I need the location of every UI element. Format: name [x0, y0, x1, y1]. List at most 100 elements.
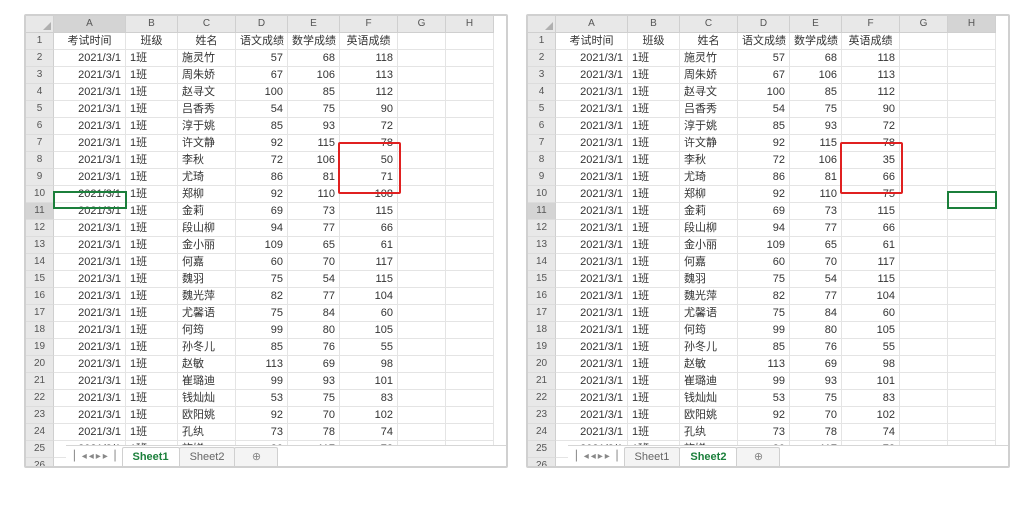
- cell[interactable]: [900, 339, 948, 356]
- cell[interactable]: 许文静: [178, 135, 236, 152]
- cell[interactable]: 75: [236, 305, 288, 322]
- cell[interactable]: [446, 67, 494, 84]
- row-header[interactable]: 8: [26, 152, 54, 169]
- cell[interactable]: [900, 135, 948, 152]
- cell[interactable]: 孔纨: [680, 424, 738, 441]
- cell[interactable]: 77: [790, 220, 842, 237]
- cell[interactable]: 魏羽: [680, 271, 738, 288]
- cell[interactable]: 115: [340, 271, 398, 288]
- cell[interactable]: 1班: [126, 101, 178, 118]
- cell[interactable]: 92: [738, 186, 790, 203]
- cell[interactable]: 魏光萍: [680, 288, 738, 305]
- cell[interactable]: 魏羽: [178, 271, 236, 288]
- tab-nav-button[interactable]: ▸: [598, 448, 603, 466]
- cell[interactable]: 赵敏: [178, 356, 236, 373]
- cell[interactable]: [948, 254, 996, 271]
- cell[interactable]: 1班: [126, 84, 178, 101]
- cell[interactable]: 2021/3/1: [54, 356, 126, 373]
- row-header[interactable]: 17: [26, 305, 54, 322]
- row-header[interactable]: 26: [528, 458, 556, 468]
- row-header[interactable]: 25: [528, 441, 556, 458]
- cell[interactable]: [948, 203, 996, 220]
- cell[interactable]: 92: [236, 135, 288, 152]
- tab-nav-button[interactable]: ▏◂: [74, 448, 87, 466]
- cell[interactable]: 72: [340, 118, 398, 135]
- row-header[interactable]: 7: [26, 135, 54, 152]
- cell[interactable]: 72: [738, 152, 790, 169]
- cell[interactable]: [900, 84, 948, 101]
- col-header-B[interactable]: B: [126, 16, 178, 33]
- cell[interactable]: 班级: [126, 33, 178, 50]
- col-header-G[interactable]: G: [398, 16, 446, 33]
- cell[interactable]: 82: [236, 288, 288, 305]
- cell[interactable]: 2021/3/1: [556, 254, 628, 271]
- new-sheet-button[interactable]: ⊕: [736, 447, 780, 466]
- row-header[interactable]: 20: [528, 356, 556, 373]
- cell[interactable]: 65: [790, 237, 842, 254]
- cell[interactable]: [398, 271, 446, 288]
- cell[interactable]: 何嘉: [680, 254, 738, 271]
- cell[interactable]: [446, 390, 494, 407]
- cell[interactable]: 1班: [126, 50, 178, 67]
- row-header[interactable]: 2: [528, 50, 556, 67]
- cell[interactable]: 94: [236, 220, 288, 237]
- cell[interactable]: 金小丽: [680, 237, 738, 254]
- row-header[interactable]: 17: [528, 305, 556, 322]
- cell[interactable]: 1班: [628, 305, 680, 322]
- cell[interactable]: 92: [236, 407, 288, 424]
- cell[interactable]: [446, 203, 494, 220]
- cell[interactable]: 1班: [628, 50, 680, 67]
- cell[interactable]: 69: [738, 203, 790, 220]
- cell[interactable]: [398, 305, 446, 322]
- cell[interactable]: [446, 339, 494, 356]
- cell[interactable]: 2021/3/1: [556, 135, 628, 152]
- cell[interactable]: 金莉: [178, 203, 236, 220]
- cell[interactable]: [948, 322, 996, 339]
- row-header[interactable]: 16: [26, 288, 54, 305]
- cell[interactable]: 1班: [126, 254, 178, 271]
- cell[interactable]: 赵寻文: [178, 84, 236, 101]
- cell[interactable]: [446, 254, 494, 271]
- cell[interactable]: 57: [738, 50, 790, 67]
- row-header[interactable]: 21: [26, 373, 54, 390]
- cell[interactable]: [948, 288, 996, 305]
- cell[interactable]: 欧阳姚: [680, 407, 738, 424]
- cell[interactable]: 段山柳: [178, 220, 236, 237]
- cell[interactable]: 1班: [126, 220, 178, 237]
- cell[interactable]: 60: [236, 254, 288, 271]
- cell[interactable]: 班级: [628, 33, 680, 50]
- cell[interactable]: 69: [236, 203, 288, 220]
- cell[interactable]: 106: [288, 152, 340, 169]
- cell[interactable]: [948, 424, 996, 441]
- cell[interactable]: 73: [236, 424, 288, 441]
- row-header[interactable]: 6: [26, 118, 54, 135]
- cell[interactable]: 魏光萍: [178, 288, 236, 305]
- cell[interactable]: 2021/3/1: [556, 271, 628, 288]
- cell[interactable]: 李秋: [178, 152, 236, 169]
- cell[interactable]: 61: [340, 237, 398, 254]
- cell[interactable]: [900, 424, 948, 441]
- cell[interactable]: 61: [842, 237, 900, 254]
- cell[interactable]: 78: [842, 135, 900, 152]
- cell[interactable]: [446, 84, 494, 101]
- cell[interactable]: 35: [842, 152, 900, 169]
- row-header[interactable]: 9: [528, 169, 556, 186]
- cell[interactable]: 赵寻文: [680, 84, 738, 101]
- cell[interactable]: 1班: [126, 135, 178, 152]
- cell[interactable]: 2021/3/1: [54, 50, 126, 67]
- cell[interactable]: [398, 118, 446, 135]
- cell[interactable]: 许文静: [680, 135, 738, 152]
- new-sheet-button[interactable]: ⊕: [234, 447, 278, 466]
- cell[interactable]: 2021/3/1: [556, 373, 628, 390]
- cell[interactable]: 欧阳姚: [178, 407, 236, 424]
- cell[interactable]: [900, 118, 948, 135]
- cell[interactable]: [446, 271, 494, 288]
- row-header[interactable]: 24: [26, 424, 54, 441]
- row-header[interactable]: 22: [26, 390, 54, 407]
- cell[interactable]: 101: [340, 373, 398, 390]
- cell[interactable]: 1班: [126, 356, 178, 373]
- cell[interactable]: 2021/3/1: [556, 67, 628, 84]
- cell[interactable]: 106: [790, 152, 842, 169]
- cell[interactable]: [900, 356, 948, 373]
- cell[interactable]: [948, 271, 996, 288]
